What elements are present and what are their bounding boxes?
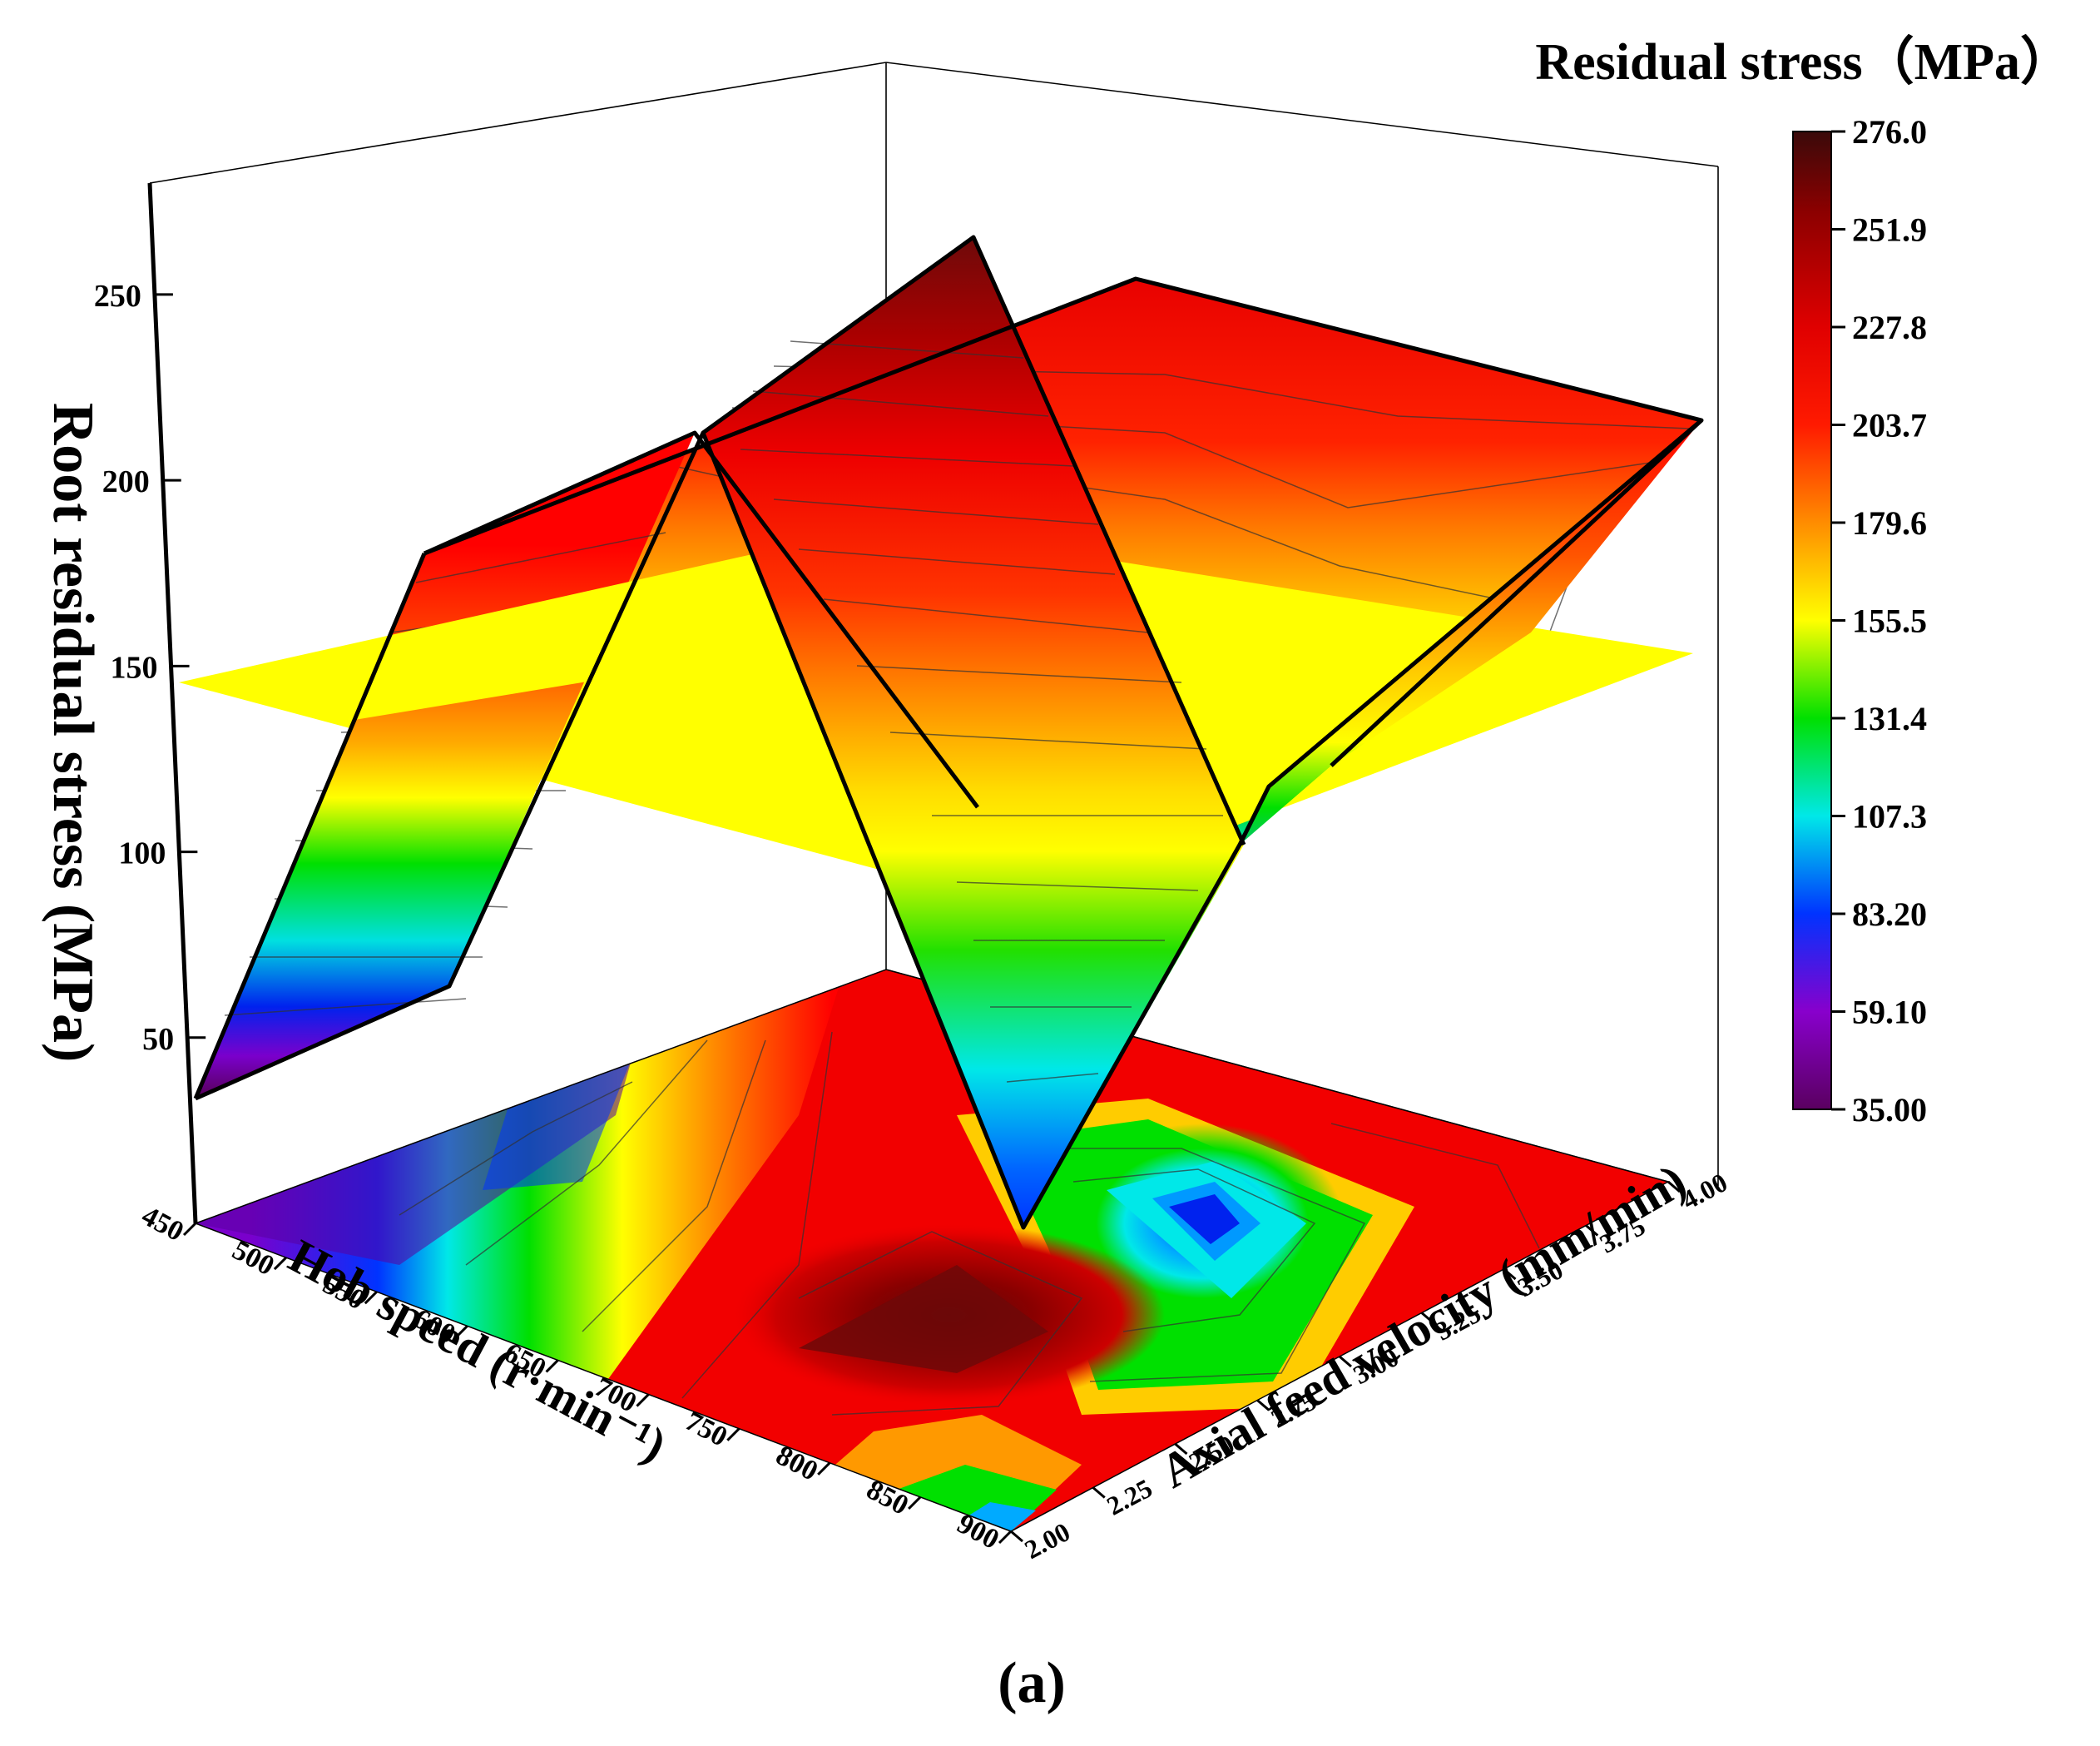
- x-tick-mark: [726, 1427, 740, 1441]
- x-tick-mark: [998, 1530, 1013, 1545]
- z-axis-line: [147, 182, 198, 1224]
- colorbar-tick-label: 59.10: [1852, 994, 1927, 1031]
- colorbar-tick-label: 179.6: [1852, 504, 1927, 542]
- colorbar-gradient: [1792, 131, 1832, 1110]
- y-tick-label: 2.00: [1019, 1516, 1074, 1565]
- colorbar: Residual stress（MPa） 276.0 251.9 227.8 203.…: [1535, 32, 2072, 1128]
- colorbar-tick-label: 251.9: [1852, 211, 1927, 249]
- x-tick-mark: [908, 1496, 922, 1510]
- surface-front-left-lower: [196, 632, 695, 915]
- y-tick-label: 2.25: [1102, 1473, 1156, 1521]
- z-axis-title: Root residual stress (MPa): [41, 403, 105, 1063]
- colorbar-tick-label: 276.0: [1852, 113, 1927, 151]
- y-tick-mark: [1667, 1180, 1681, 1193]
- y-tick-mark: [1174, 1442, 1188, 1456]
- colorbar-tick-label: 155.5: [1852, 603, 1927, 640]
- colorbar-tick-label: 203.7: [1852, 407, 1927, 444]
- z-tick-label: 50: [142, 1022, 174, 1057]
- colorbar-tick-label: 35.00: [1852, 1091, 1927, 1128]
- colorbar-tick-label: 131.4: [1852, 700, 1927, 737]
- z-tick-label: 100: [118, 836, 166, 871]
- z-tick-label: 250: [94, 279, 141, 314]
- y-tick-mark: [1585, 1224, 1599, 1237]
- x-tick-mark: [454, 1325, 468, 1339]
- y-tick-mark: [1503, 1267, 1517, 1281]
- x-tick-mark: [182, 1222, 197, 1237]
- y-tick-mark: [1092, 1486, 1106, 1499]
- colorbar-tick-label: 227.8: [1852, 309, 1927, 346]
- y-tick-mark: [1256, 1399, 1270, 1411]
- x-tick-mark: [364, 1291, 378, 1305]
- floor-contour-map: [193, 969, 1671, 1532]
- colorbar-tick-label: 107.3: [1852, 798, 1927, 836]
- x-tick-mark: [636, 1393, 650, 1407]
- z-axis-ticks: 250 200 150 100 50: [94, 279, 206, 1057]
- colorbar-title: Residual stress（MPa）: [1535, 32, 2072, 91]
- colorbar-tick-label: 83.20: [1852, 895, 1927, 933]
- x-tick-mark: [273, 1257, 287, 1271]
- y-tick-mark: [1339, 1355, 1352, 1368]
- x-tick-mark: [545, 1359, 559, 1373]
- z-tick-label: 200: [102, 464, 150, 499]
- colorbar-ticks: 276.0 251.9 227.8 203.7 179.6 155.5 131.4 107.3…: [1831, 113, 1927, 1128]
- y-tick-mark: [1420, 1312, 1434, 1324]
- x-tick-mark: [817, 1461, 831, 1476]
- z-tick-label: 150: [111, 650, 158, 685]
- surface-outline: [193, 235, 1704, 1230]
- y-tick-mark: [1010, 1530, 1023, 1543]
- x-tick-label: 450: [136, 1200, 188, 1247]
- panel-label: (a): [998, 1651, 1066, 1715]
- surface-center-ridge: [703, 237, 1244, 1228]
